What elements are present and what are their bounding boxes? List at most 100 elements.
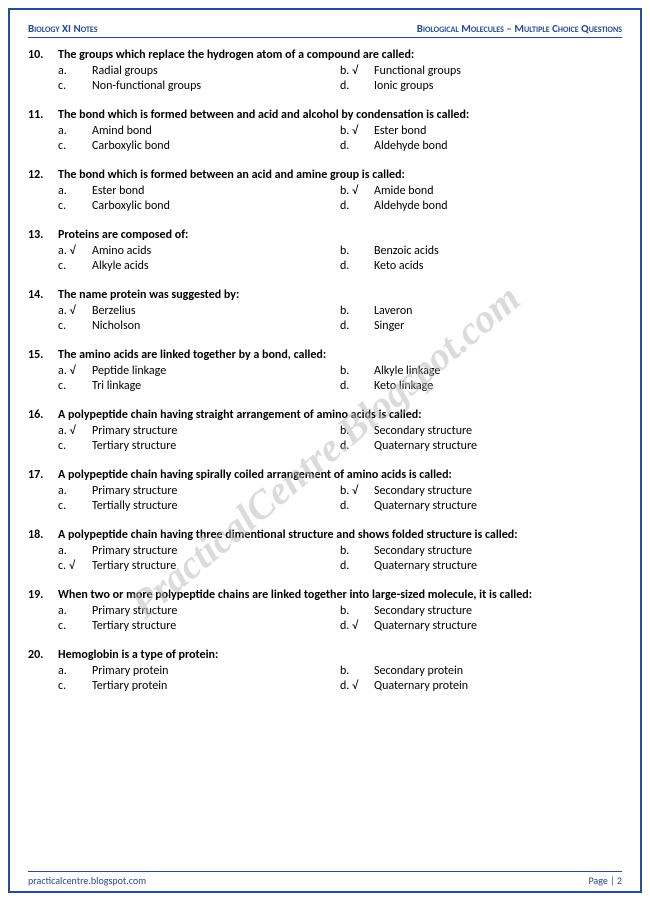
question: 18.A polypeptide chain having three dime… (28, 528, 622, 574)
header-right: Biological Molecules – Multiple Choice Q… (417, 22, 622, 35)
option-letter: c. (58, 139, 92, 153)
option: d. √Quaternary structure (340, 619, 622, 633)
option-letter: a. (58, 484, 92, 498)
option: b. √Amide bond (340, 184, 622, 198)
options: a.Primary proteinb.Secondary protein c.Te… (28, 664, 622, 694)
options: a. √Peptide linkageb.Alkyle linkagec.Tri… (28, 364, 622, 394)
question: 13.Proteins are composed of:a. √Amino ac… (28, 228, 622, 274)
option-letter: c. (58, 79, 92, 93)
option-letter: b. (340, 544, 374, 558)
option: a. √Primary structure (58, 424, 340, 438)
option-letter: b. √ (340, 184, 374, 198)
page-footer: practicalcentre.blogspot.com Page | 2 (28, 871, 622, 887)
footer-left: practicalcentre.blogspot.com (28, 874, 146, 887)
options: a.Primary structureb.Secondary structure… (28, 604, 622, 634)
option: b.Alkyle linkage (340, 364, 622, 378)
option-letter: a. (58, 544, 92, 558)
option-text: Amide bond (374, 184, 622, 198)
question-stem: The bond which is formed between and aci… (58, 108, 622, 122)
option-text: Peptide linkage (92, 364, 340, 378)
option-letter: d. (340, 559, 374, 573)
option: d.Aldehyde bond (340, 199, 622, 213)
option: c. √Tertiary structure (58, 559, 340, 573)
option-letter: b. (340, 424, 374, 438)
option-letter: a. √ (58, 304, 92, 318)
option-letter: a. √ (58, 424, 92, 438)
option: c.Non-functional groups (58, 79, 340, 93)
option-letter: c. √ (58, 559, 92, 573)
option: c.Nicholson (58, 319, 340, 333)
option-text: Quaternary structure (374, 439, 622, 453)
option-text: Aldehyde bond (374, 199, 622, 213)
option: d.Quaternary structure (340, 499, 622, 513)
footer-right: Page | 2 (588, 874, 622, 887)
option-text: Primary structure (92, 604, 340, 618)
question: 10.The groups which replace the hydrogen… (28, 48, 622, 94)
question-number: 10. (28, 48, 58, 62)
option-letter: b. √ (340, 124, 374, 138)
option: a. √Amino acids (58, 244, 340, 258)
option: a.Amind bond (58, 124, 340, 138)
option-text: Ester bond (374, 124, 622, 138)
option-letter: c. (58, 679, 92, 693)
question-number: 13. (28, 228, 58, 242)
option-letter: d. (340, 379, 374, 393)
option-text: Quaternary structure (374, 499, 622, 513)
question-stem: The name protein was suggested by: (58, 288, 622, 302)
option-letter: a. (58, 664, 92, 678)
question: 17.A polypeptide chain having spirally c… (28, 468, 622, 514)
document-page: PracticalCentre.Blogspot.com Biology XI … (8, 8, 642, 893)
option-text: Secondary structure (374, 544, 622, 558)
option-letter: a. (58, 64, 92, 78)
option-text: Tri linkage (92, 379, 340, 393)
option-letter: c. (58, 619, 92, 633)
question-text: 14.The name protein was suggested by: (28, 288, 622, 302)
option-text: Amind bond (92, 124, 340, 138)
option-text: Carboxylic bond (92, 199, 340, 213)
question-text: 17.A polypeptide chain having spirally c… (28, 468, 622, 482)
question-text: 20.Hemoglobin is a type of protein: (28, 648, 622, 662)
option: b. √Secondary structure (340, 484, 622, 498)
option-letter: b. (340, 664, 374, 678)
question-number: 11. (28, 108, 58, 122)
option-text: Tertiary structure (92, 439, 340, 453)
option-text: Functional groups (374, 64, 622, 78)
option-letter: b. √ (340, 484, 374, 498)
option-letter: c. (58, 499, 92, 513)
option-letter: d. (340, 79, 374, 93)
option: a.Primary structure (58, 604, 340, 618)
question-stem: Hemoglobin is a type of protein: (58, 648, 622, 662)
question: 15.The amino acids are linked together b… (28, 348, 622, 394)
questions-container: 10.The groups which replace the hydrogen… (28, 48, 622, 694)
question: 11.The bond which is formed between and … (28, 108, 622, 154)
option-text: Ionic groups (374, 79, 622, 93)
option: c.Tertiary structure (58, 439, 340, 453)
option: a.Primary structure (58, 544, 340, 558)
option-text: Tertiary structure (92, 559, 340, 573)
question-number: 14. (28, 288, 58, 302)
option-letter: c. (58, 379, 92, 393)
option-letter: d. √ (340, 679, 374, 693)
option: d.Keto linkage (340, 379, 622, 393)
question-text: 10.The groups which replace the hydrogen… (28, 48, 622, 62)
question-text: 18.A polypeptide chain having three dime… (28, 528, 622, 542)
option: b. √Functional groups (340, 64, 622, 78)
option-text: Primary structure (92, 424, 340, 438)
option-text: Keto linkage (374, 379, 622, 393)
option: a. √Berzelius (58, 304, 340, 318)
option-text: Laveron (374, 304, 622, 318)
question-stem: When two or more polypeptide chains are … (58, 588, 622, 602)
options: a. √Amino acidsb.Benzoic acidsc.Alkyle a… (28, 244, 622, 274)
option-letter: d. (340, 439, 374, 453)
option-letter: a. (58, 124, 92, 138)
option-text: Secondary protein (374, 664, 622, 678)
option: c.Carboxylic bond (58, 199, 340, 213)
option-text: Aldehyde bond (374, 139, 622, 153)
option-letter: b. (340, 364, 374, 378)
option: a.Primary protein (58, 664, 340, 678)
options: a.Primary structureb. √Secondary structu… (28, 484, 622, 514)
header-left: Biology XI Notes (28, 22, 98, 35)
option-text: Berzelius (92, 304, 340, 318)
option: d.Aldehyde bond (340, 139, 622, 153)
option: c.Tertiary protein (58, 679, 340, 693)
